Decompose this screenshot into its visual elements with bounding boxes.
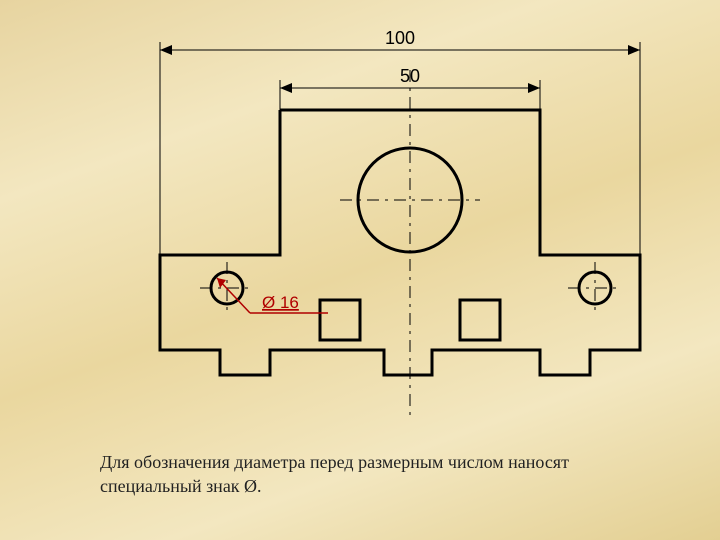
dimension-100: 100 [160, 28, 640, 255]
square-hole-right [460, 300, 500, 340]
diameter-leader: Ø 16 [217, 278, 328, 313]
square-hole-left [320, 300, 360, 340]
dim-100-value: 100 [385, 28, 415, 48]
diameter-value: Ø 16 [262, 293, 299, 312]
caption-text: Для обозначения диаметра перед размерным… [100, 450, 660, 499]
